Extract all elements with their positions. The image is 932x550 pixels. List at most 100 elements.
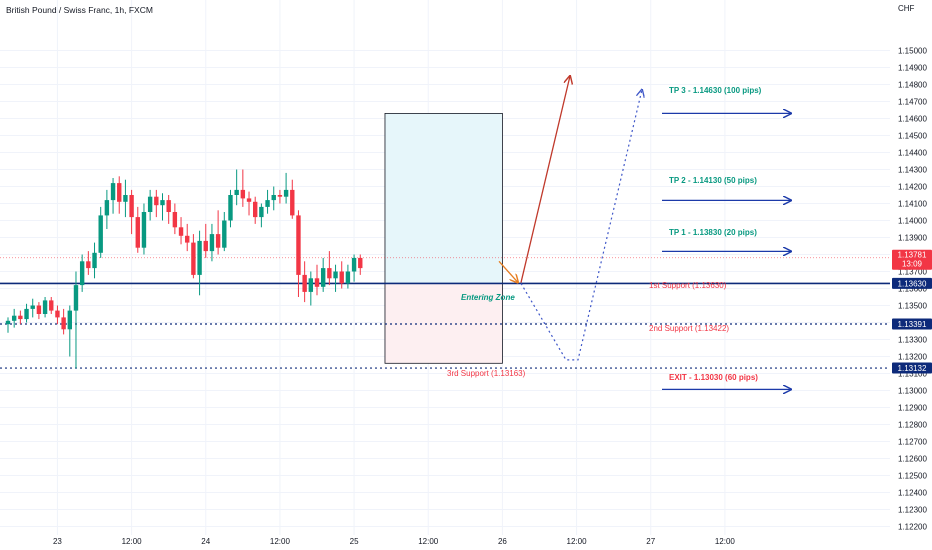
candle-up: [24, 308, 29, 320]
candle-up: [308, 278, 314, 292]
y-tick-label: 1.14700: [898, 98, 927, 107]
countdown-value: 13:09: [902, 260, 923, 269]
horizontal-lines: [0, 257, 890, 369]
y-tick-label: 1.15000: [898, 47, 927, 56]
y-tick-label: 1.12800: [898, 421, 927, 430]
candle-up: [104, 200, 110, 216]
candle-up: [234, 189, 239, 195]
x-tick-label: 12:00: [270, 537, 291, 546]
candle-up: [320, 268, 326, 287]
candle-up: [123, 195, 128, 202]
candle-down: [61, 317, 66, 330]
target-zone: [384, 113, 503, 284]
x-tick-label: 25: [350, 537, 359, 546]
candle-up: [73, 285, 79, 311]
entry-arrow: [498, 260, 518, 282]
candle-down: [178, 227, 184, 236]
tp3-label: TP 3 - 1.14630 (100 pips): [669, 86, 762, 95]
position-zones: [384, 113, 503, 364]
y-tick-label: 1.14100: [898, 200, 927, 209]
candle-down: [49, 300, 54, 311]
price-axis[interactable]: CHF 1.15000 1.14900 1.14800 1.14700 1.14600 1…: [898, 4, 927, 532]
y-tick-label: 1.12500: [898, 472, 927, 481]
y-tick-label: 1.12700: [898, 438, 927, 447]
tp2-label: TP 2 - 1.14130 (50 pips): [669, 176, 757, 185]
candle-up: [333, 271, 338, 279]
x-tick-label: 12:00: [122, 537, 143, 546]
y-tick-label: 1.13100: [898, 370, 927, 379]
candle-down: [277, 195, 283, 197]
y-tick-label: 1.12300: [898, 506, 927, 515]
y-tick-label: 1.13000: [898, 387, 927, 396]
candle-up: [271, 195, 276, 201]
candle-up: [92, 252, 97, 269]
support1-label: 1st Support (1.13630): [649, 281, 727, 290]
candle-up: [147, 196, 153, 212]
y-tick-label: 1.14800: [898, 81, 927, 90]
candle-down: [154, 196, 159, 206]
y-tick-label: 1.12200: [898, 523, 927, 532]
support2-label: 2nd Support (1.13422): [649, 324, 729, 333]
candle-down: [129, 195, 134, 218]
x-tick-label: 12:00: [567, 537, 588, 546]
candle-down: [240, 189, 246, 199]
candle-down: [246, 198, 252, 202]
level-badge: [892, 362, 932, 374]
candle-down: [185, 235, 190, 243]
x-tick-label: 23: [53, 537, 62, 546]
candle-up: [79, 261, 85, 286]
y-tick-label: 1.12600: [898, 455, 927, 464]
candle-down: [172, 212, 178, 228]
y-tick-label: 1.12900: [898, 404, 927, 413]
candle-up: [351, 257, 357, 272]
candle-up: [265, 200, 270, 207]
support3-label: 3rd Support (1.13163): [447, 369, 526, 378]
y-tick-label: 1.14600: [898, 115, 927, 124]
level-badge-value: 1.13132: [898, 364, 927, 373]
y-tick-label: 1.13300: [898, 336, 927, 345]
time-axis[interactable]: 2012:002312:002412:002512:002612:002712:…: [0, 537, 735, 546]
y-tick-label: 1.13700: [898, 268, 927, 277]
candle-down: [86, 261, 91, 269]
candle-down: [358, 257, 363, 269]
level-badge-value: 1.13391: [898, 320, 927, 329]
level-badge: [892, 277, 932, 289]
candle-down: [302, 274, 307, 292]
y-tick-label: 1.14300: [898, 166, 927, 175]
chart-title: British Pound / Swiss Franc, 1h, FXCM: [6, 5, 153, 15]
candle-down: [191, 242, 196, 275]
stop-zone: [384, 282, 503, 364]
candle-down: [339, 271, 344, 284]
candle-down: [55, 310, 60, 318]
y-tick-label: 1.14500: [898, 132, 927, 141]
last-price-value: 1.13781: [898, 251, 927, 260]
y-tick-label: 1.14200: [898, 183, 927, 192]
candle-up: [30, 305, 35, 309]
candle-down: [296, 215, 301, 275]
candle-up: [42, 300, 48, 314]
y-tick-label: 1.13200: [898, 353, 927, 362]
candle-up: [141, 212, 147, 248]
candle-down: [36, 305, 42, 314]
y-tick-label: 1.13900: [898, 234, 927, 243]
candle-down: [18, 315, 23, 320]
candle-up: [283, 189, 289, 197]
candle-up: [197, 240, 202, 275]
candles: [5, 169, 363, 369]
candle-up: [5, 320, 11, 325]
last-price-badge: [892, 249, 932, 270]
candle-down: [203, 240, 208, 252]
level-badge: [892, 318, 932, 330]
candle-up: [67, 310, 72, 330]
candle-down: [314, 278, 320, 287]
candle-up: [11, 315, 17, 321]
x-tick-label: 27: [646, 537, 655, 546]
y-tick-label: 1.13500: [898, 302, 927, 311]
candle-down: [290, 189, 295, 216]
currency-label: CHF: [898, 4, 915, 13]
y-tick-label: 1.12400: [898, 489, 927, 498]
tp1-label: TP 1 - 1.13830 (20 pips): [669, 228, 757, 237]
